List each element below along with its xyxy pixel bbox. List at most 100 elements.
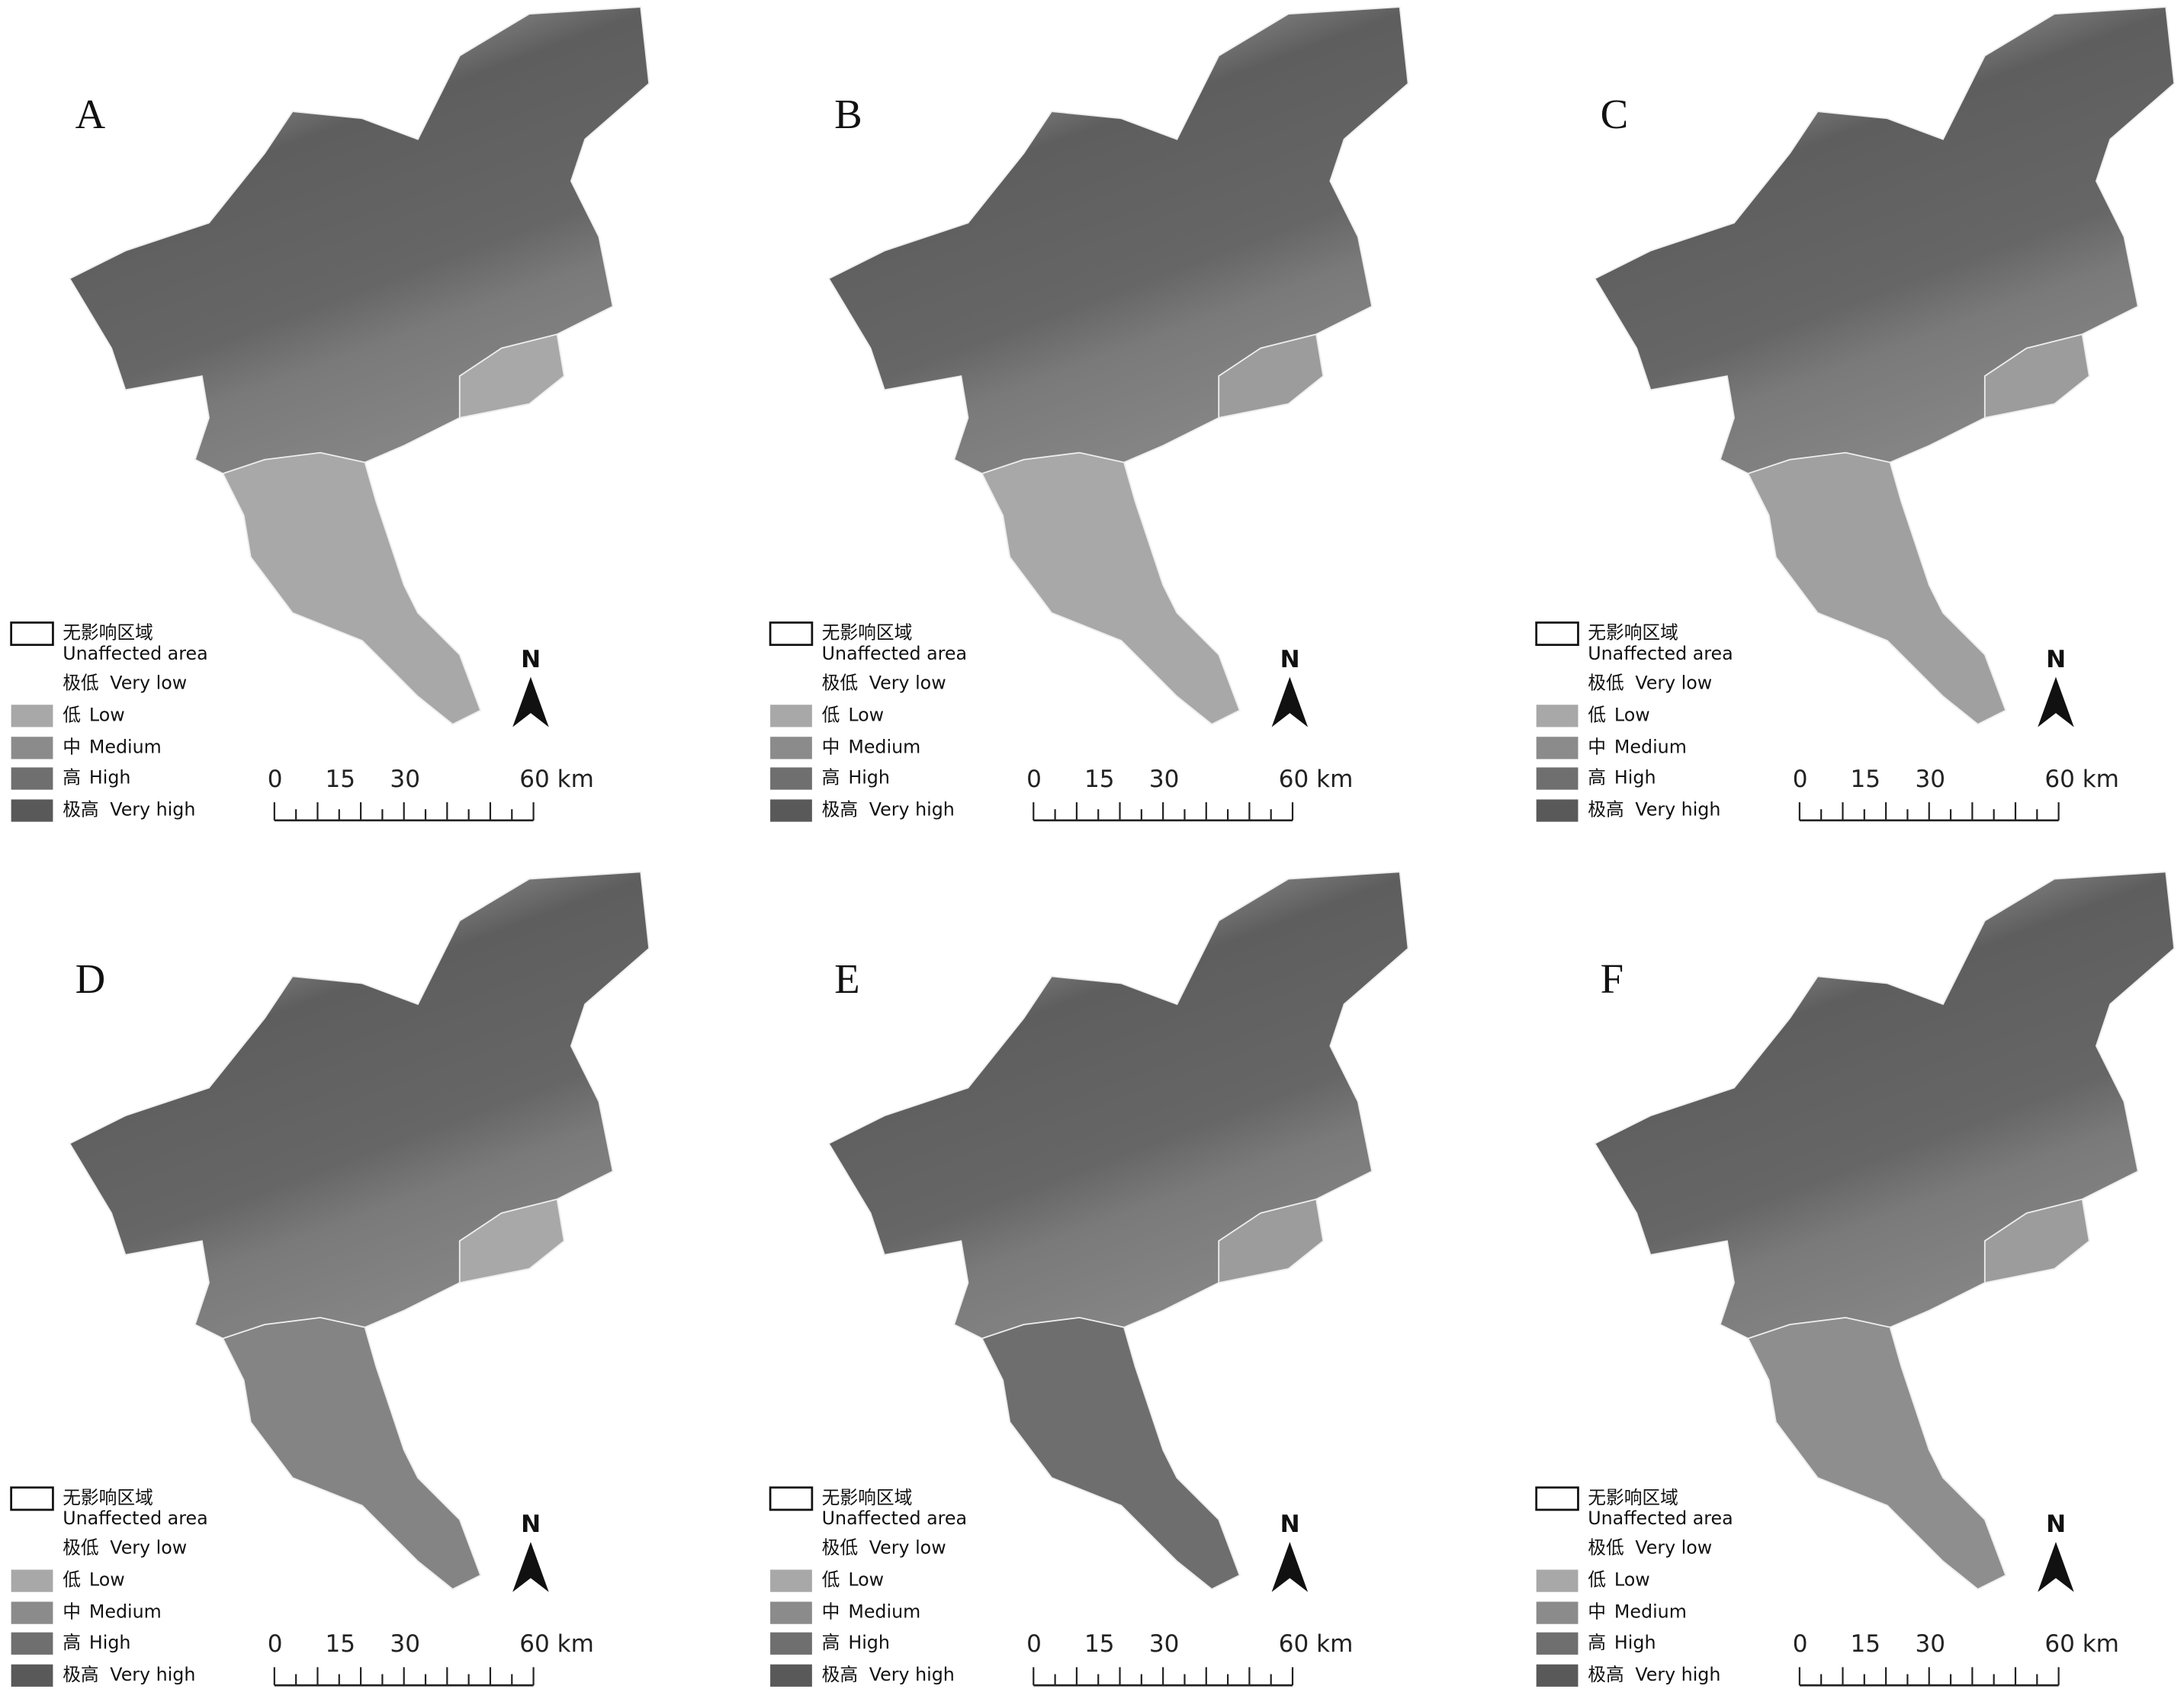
legend-label: 低 [63, 1569, 81, 1591]
legend-label: High [89, 1632, 131, 1653]
legend-swatch [11, 767, 53, 790]
legend-swatch [1536, 1569, 1579, 1592]
panel-label: A [75, 91, 106, 137]
legend-label: Medium [848, 736, 920, 757]
scale-label: 15 [1851, 766, 1881, 793]
legend-swatch [1536, 705, 1579, 727]
panel-label: E [834, 955, 859, 1002]
legend-label: 极低 [822, 1537, 858, 1559]
scale-label: 0 [1026, 766, 1042, 793]
legend-label: Medium [1614, 1601, 1687, 1623]
legend-swatch [770, 1664, 812, 1687]
legend-label: Very high [869, 799, 955, 820]
legend-label: 高 [63, 767, 81, 788]
legend-swatch [11, 1632, 53, 1655]
legend-label: Low [848, 704, 884, 725]
legend-swatch [769, 1486, 814, 1511]
legend-label: 低 [822, 1569, 840, 1591]
scale-label: 30 [1915, 766, 1945, 793]
legend-swatch [11, 737, 53, 759]
legend-label: Low [848, 1569, 884, 1591]
legend-swatch [770, 767, 812, 790]
legend-label: 低 [1588, 704, 1606, 725]
legend-label: 高 [822, 1632, 840, 1653]
legend-label: Unaffected area [63, 1508, 207, 1529]
legend-label: 极高 [63, 1664, 98, 1685]
region-south [221, 1316, 482, 1591]
legend-swatch [11, 1664, 53, 1687]
legend-label: Unaffected area [1588, 1508, 1733, 1529]
region-east [1218, 333, 1325, 419]
legend-label: High [848, 767, 890, 788]
legend-swatch [11, 1601, 53, 1624]
panel-label: F [1601, 955, 1624, 1002]
legend-swatch [1536, 1601, 1579, 1624]
legend-label: 无影响区域 [822, 1487, 913, 1508]
legend-label: Very low [110, 1537, 187, 1559]
legend-label: Medium [89, 736, 162, 757]
legend-label: 极高 [1588, 799, 1624, 820]
region-east [1218, 1198, 1325, 1284]
north-arrow [1271, 676, 1309, 727]
legend-label: High [89, 767, 131, 788]
legend-label: Medium [848, 1601, 920, 1623]
legend-swatch [1536, 767, 1579, 790]
legend-label: 中 [1588, 736, 1606, 757]
legend-label: 无影响区域 [63, 622, 153, 644]
legend-label: Unaffected area [822, 1508, 967, 1529]
legend-label: 低 [1588, 1569, 1606, 1591]
north-arrow [1271, 1541, 1309, 1592]
legend-label: Very high [1635, 799, 1720, 820]
legend-label: Very high [869, 1664, 955, 1685]
legend-label: 极高 [822, 799, 858, 820]
legend-label: High [1614, 1632, 1656, 1653]
legend-swatch [11, 799, 53, 822]
scale-label: 30 [1149, 1630, 1180, 1658]
north-arrow [2038, 676, 2074, 727]
scale-label: 30 [1149, 766, 1180, 793]
scale-label: 15 [326, 1630, 356, 1658]
legend-label: Very high [110, 799, 195, 820]
legend-label: 高 [1588, 1632, 1606, 1653]
north-arrow [512, 1541, 549, 1592]
legend-label: 中 [822, 736, 840, 757]
legend-label: 中 [63, 1601, 81, 1623]
scale-label: 15 [1084, 1630, 1115, 1658]
scale-label: 60 km [1279, 1630, 1354, 1658]
legend-label: 无影响区域 [822, 622, 913, 644]
legend-label: Very low [869, 672, 946, 693]
scale-label: 15 [326, 766, 356, 793]
legend-swatch [11, 1569, 53, 1592]
legend-swatch [1536, 1632, 1579, 1655]
region-south [1747, 451, 2007, 725]
panel-label: D [75, 955, 106, 1002]
legend-label: 极低 [63, 1537, 98, 1559]
north-arrow [2038, 1541, 2074, 1592]
scale-label: 0 [268, 766, 283, 793]
legend-label: 极高 [1588, 1664, 1624, 1685]
legend-label: 低 [63, 704, 81, 725]
legend-label: 极低 [63, 672, 98, 693]
legend-label: Medium [1614, 736, 1687, 757]
legend-label: Very low [869, 1537, 946, 1559]
legend-label: 极低 [1588, 672, 1624, 693]
north-label: N [2046, 1511, 2066, 1538]
legend-label: 高 [1588, 767, 1606, 788]
legend-swatch [769, 621, 814, 647]
region-east [458, 333, 565, 419]
region-south [981, 451, 1241, 725]
legend-label: 高 [822, 767, 840, 788]
legend-swatch [770, 1601, 812, 1624]
legend-label: Very low [1635, 672, 1712, 693]
panel-label: C [1601, 91, 1629, 137]
scale-label: 0 [1793, 1630, 1808, 1658]
legend-label: Medium [89, 1601, 162, 1623]
legend-swatch [11, 705, 53, 727]
legend-label: 无影响区域 [1588, 622, 1678, 644]
legend-label: Very high [110, 1664, 195, 1685]
